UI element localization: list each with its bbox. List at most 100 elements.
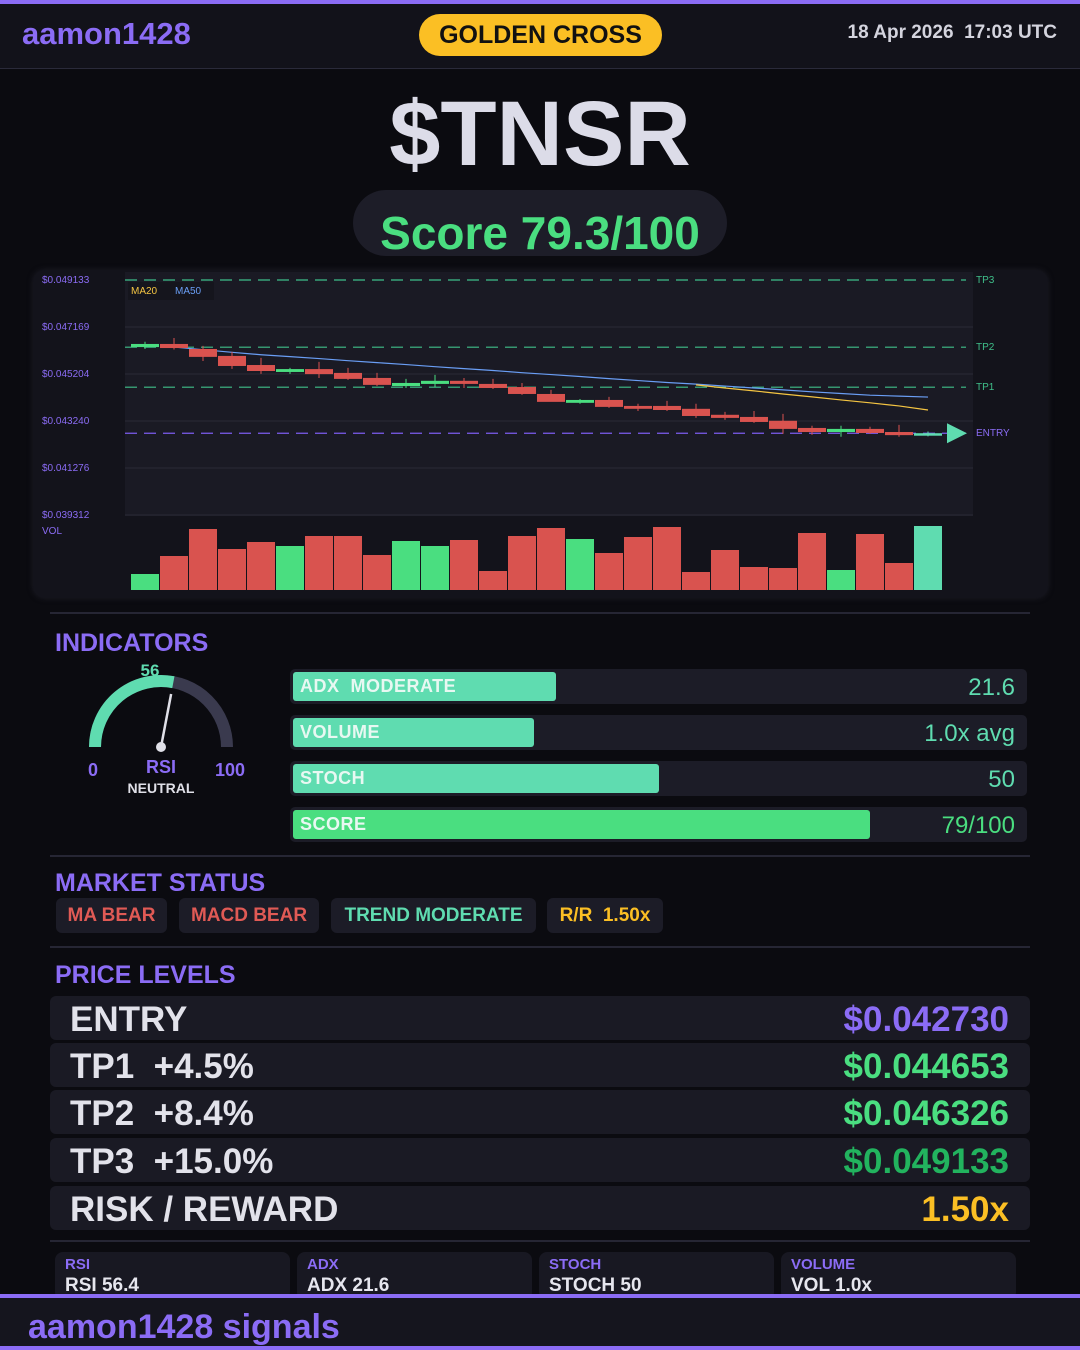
level-label-tp3: TP3 (976, 275, 995, 286)
gauge-needle (159, 693, 173, 748)
candle-body (189, 348, 217, 357)
divider (50, 855, 1030, 857)
candle-body (276, 369, 304, 372)
volume-bar (421, 546, 449, 590)
level-label: TP3 +15.0% (70, 1142, 274, 1181)
volume-bar (160, 556, 188, 590)
candle-body (566, 399, 594, 403)
market-status-title: MARKET STATUS (55, 869, 266, 897)
level-row-risk-reward: RISK / REWARD 1.50x (50, 1186, 1030, 1230)
price-chart: $0.049133 $0.047169 $0.045204 $0.043240 $0.0… (42, 272, 1010, 590)
volume-bar (682, 572, 710, 590)
score-fill (293, 810, 871, 839)
level-label-entry: ENTRY (976, 428, 1010, 439)
card-label: ADX (307, 1256, 339, 1273)
score-bar: SCORE 79/100 (290, 807, 1027, 842)
volume-bar (363, 555, 391, 590)
footer (0, 1298, 1080, 1346)
level-label-tp2: TP2 (976, 342, 995, 353)
volume-bar (566, 539, 594, 590)
tag-ma-bear: MA BEAR (56, 898, 167, 933)
volume-bar (479, 571, 507, 590)
level-row-tp1: TP1 +4.5% $0.044653 (50, 1043, 1030, 1087)
volume-bar (392, 541, 420, 590)
legend-ma20: MA20 (131, 286, 158, 297)
divider (50, 612, 1030, 614)
card-value: STOCH 50 (549, 1275, 642, 1296)
volume-bar (885, 563, 913, 590)
score-value: 79/100 (941, 812, 1015, 839)
y-tick-label: $0.047169 (42, 322, 90, 333)
level-value: $0.046326 (843, 1094, 1009, 1133)
candle-body (769, 420, 797, 429)
gauge-pivot (156, 742, 166, 752)
candle-body (537, 393, 565, 402)
divider (50, 1240, 1030, 1242)
candle-body (392, 382, 420, 387)
adx-value: 21.6 (968, 674, 1015, 701)
candle-body (450, 380, 478, 384)
price-levels-title: PRICE LEVELS (55, 961, 236, 989)
candle-body (421, 380, 449, 384)
level-label-tp1: TP1 (976, 382, 995, 393)
candle-body (885, 432, 913, 436)
gauge-name: RSI (146, 757, 176, 777)
candle-body (856, 428, 884, 433)
candle-body (653, 405, 681, 411)
volume-bar (305, 536, 333, 590)
candle-body (682, 408, 710, 416)
level-row-entry: ENTRY $0.042730 (50, 996, 1030, 1040)
card-stoch: STOCH STOCH 50 (539, 1252, 774, 1300)
score-label: SCORE (300, 814, 367, 834)
candle-body (131, 343, 159, 348)
candle-body (827, 428, 855, 433)
gauge-max: 100 (215, 760, 245, 780)
volume-bar (537, 528, 565, 590)
stoch-value: 50 (988, 766, 1015, 793)
candle-body (624, 405, 652, 409)
y-tick-label: $0.049133 (42, 275, 90, 286)
y-tick-label: $0.041276 (42, 463, 90, 474)
score-text: Score 79.3/100 (380, 207, 700, 259)
tag-macd-bear: MACD BEAR (179, 898, 319, 933)
candle-body (363, 377, 391, 385)
gauge-min: 0 (88, 760, 98, 780)
legend-ma50: MA50 (175, 286, 202, 297)
volume-bar (131, 574, 159, 590)
volume-bar (914, 526, 942, 590)
volume-bar (711, 550, 739, 590)
volume-bar (276, 546, 304, 590)
rsi-gauge: 56 0 100 RSI NEUTRAL (88, 661, 245, 796)
ticker-symbol: $TNSR (389, 83, 691, 185)
adx-label: ADX MODERATE (300, 676, 457, 696)
level-label: RISK / REWARD (70, 1190, 339, 1229)
y-tick-label: $0.039312 (42, 510, 90, 521)
card-label: STOCH (549, 1256, 602, 1273)
tag-trend: TREND MODERATE (331, 898, 536, 933)
level-value: $0.049133 (843, 1142, 1009, 1181)
volume-bar (856, 534, 884, 590)
candle-body (711, 414, 739, 418)
candle-body (218, 355, 246, 366)
volume-label: VOL (42, 526, 62, 537)
level-value: $0.042730 (843, 1000, 1009, 1039)
volume-bar (508, 536, 536, 590)
card-value: ADX 21.6 (307, 1275, 390, 1296)
volume-bar (247, 542, 275, 590)
volume-value: 1.0x avg (924, 720, 1015, 747)
gauge-fill (89, 675, 175, 748)
stoch-label: STOCH (300, 768, 366, 788)
card-rsi: RSI RSI 56.4 (55, 1252, 290, 1300)
candle-body (914, 433, 942, 436)
level-label: TP2 +8.4% (70, 1094, 254, 1133)
candle-body (247, 365, 275, 371)
level-label: ENTRY (70, 1000, 188, 1039)
rsi-state: NEUTRAL (128, 780, 195, 796)
volume-bar (218, 549, 246, 590)
candle-body (508, 387, 536, 394)
level-value: $0.044653 (843, 1047, 1009, 1086)
candle-body (160, 343, 188, 349)
volume-fill (293, 718, 535, 747)
timestamp: 18 Apr 2026 17:03 UTC (847, 22, 1057, 43)
candle-body (305, 369, 333, 375)
